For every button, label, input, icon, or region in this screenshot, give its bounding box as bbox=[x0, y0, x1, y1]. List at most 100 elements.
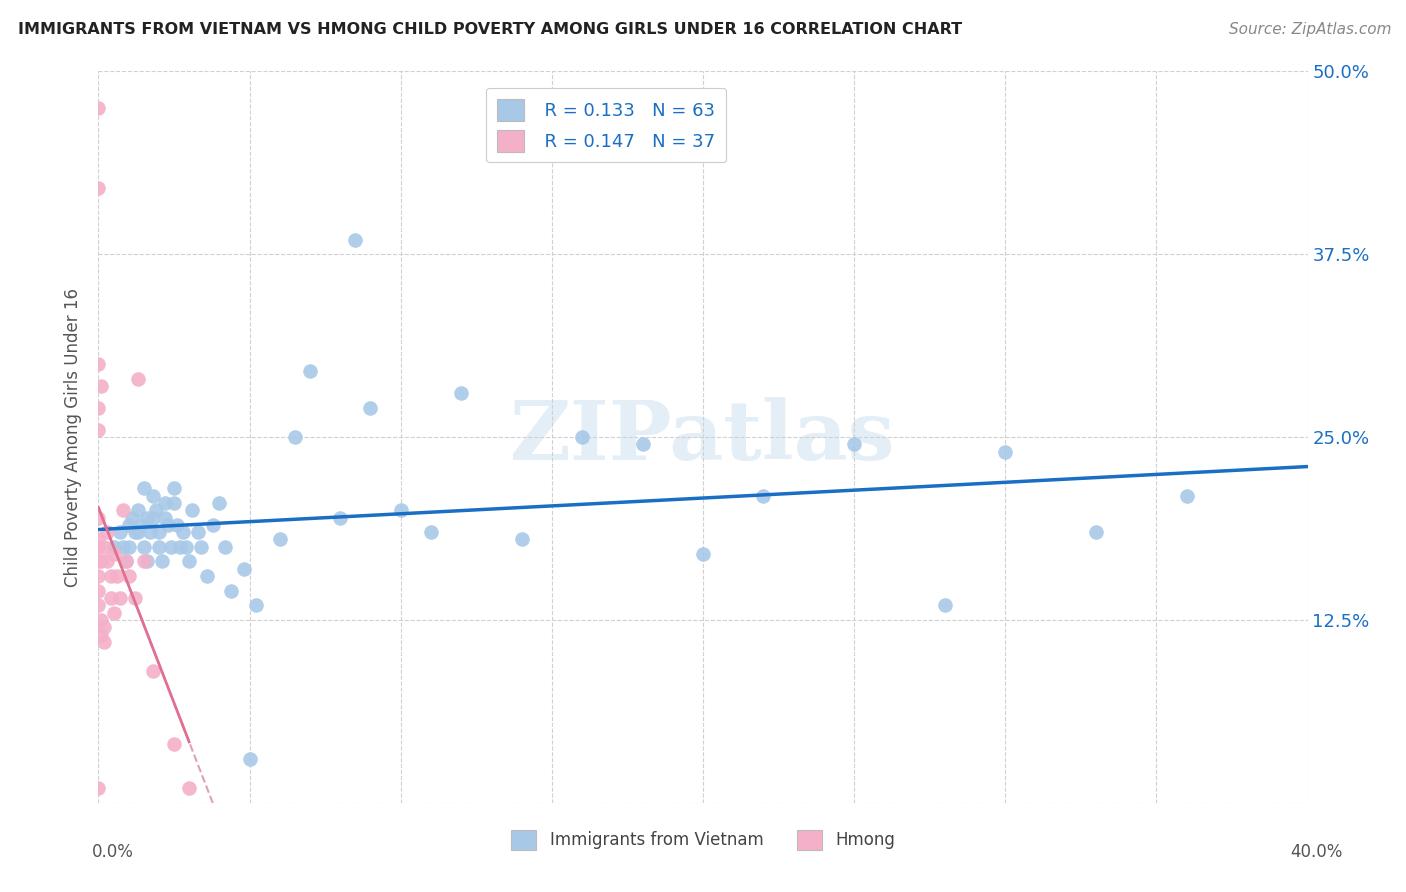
Point bbox=[132, 540, 155, 554]
Point bbox=[139, 525, 162, 540]
Point bbox=[239, 752, 262, 766]
Text: 40.0%: 40.0% bbox=[1291, 843, 1343, 861]
Point bbox=[108, 591, 131, 605]
Point bbox=[114, 554, 136, 568]
Point bbox=[135, 554, 157, 568]
Point bbox=[163, 496, 186, 510]
Text: 0.0%: 0.0% bbox=[91, 843, 134, 861]
Point bbox=[118, 517, 141, 532]
Point bbox=[87, 423, 110, 437]
Point bbox=[127, 525, 149, 540]
Point bbox=[90, 379, 112, 393]
Point bbox=[96, 525, 118, 540]
Point bbox=[87, 583, 110, 598]
Point bbox=[118, 569, 141, 583]
Point bbox=[156, 517, 179, 532]
Point bbox=[127, 503, 149, 517]
Point bbox=[108, 525, 131, 540]
Point bbox=[187, 525, 209, 540]
Point bbox=[150, 554, 173, 568]
Point bbox=[844, 437, 866, 451]
Point bbox=[87, 554, 110, 568]
Point bbox=[93, 635, 115, 649]
Point bbox=[181, 503, 204, 517]
Point bbox=[114, 554, 136, 568]
Point bbox=[329, 510, 352, 524]
Point bbox=[90, 627, 112, 641]
Point bbox=[752, 489, 775, 503]
Point bbox=[510, 533, 533, 547]
Point bbox=[87, 781, 110, 796]
Point bbox=[87, 540, 110, 554]
Point bbox=[166, 517, 188, 532]
Point bbox=[87, 357, 110, 371]
Point bbox=[93, 620, 115, 634]
Point bbox=[190, 540, 212, 554]
Point bbox=[148, 525, 170, 540]
Point bbox=[631, 437, 654, 451]
Point bbox=[172, 525, 194, 540]
Point bbox=[90, 554, 112, 568]
Point bbox=[103, 606, 125, 620]
Point bbox=[87, 599, 110, 613]
Point bbox=[153, 496, 176, 510]
Point bbox=[87, 401, 110, 415]
Point bbox=[105, 569, 128, 583]
Point bbox=[245, 599, 267, 613]
Point bbox=[132, 481, 155, 495]
Point bbox=[214, 540, 236, 554]
Point bbox=[135, 510, 157, 524]
Point bbox=[124, 591, 146, 605]
Point bbox=[202, 517, 225, 532]
Point bbox=[100, 569, 122, 583]
Point bbox=[232, 562, 254, 576]
Text: ZIPatlas: ZIPatlas bbox=[510, 397, 896, 477]
Point bbox=[344, 233, 367, 247]
Point bbox=[284, 430, 307, 444]
Point bbox=[692, 547, 714, 561]
Point bbox=[221, 583, 243, 598]
Text: IMMIGRANTS FROM VIETNAM VS HMONG CHILD POVERTY AMONG GIRLS UNDER 16 CORRELATION : IMMIGRANTS FROM VIETNAM VS HMONG CHILD P… bbox=[18, 22, 962, 37]
Point bbox=[87, 181, 110, 195]
Point bbox=[87, 101, 110, 115]
Point bbox=[90, 613, 112, 627]
Legend: Immigrants from Vietnam, Hmong: Immigrants from Vietnam, Hmong bbox=[505, 823, 901, 856]
Point bbox=[195, 569, 218, 583]
Point bbox=[1085, 525, 1108, 540]
Point bbox=[153, 510, 176, 524]
Point bbox=[142, 489, 165, 503]
Point bbox=[160, 540, 183, 554]
Point bbox=[389, 503, 412, 517]
Point bbox=[111, 540, 134, 554]
Point bbox=[100, 591, 122, 605]
Point bbox=[148, 540, 170, 554]
Point bbox=[129, 517, 152, 532]
Point bbox=[145, 503, 167, 517]
Point bbox=[124, 525, 146, 540]
Point bbox=[360, 401, 382, 415]
Point bbox=[121, 510, 143, 524]
Point bbox=[179, 781, 201, 796]
Point bbox=[127, 371, 149, 385]
Point bbox=[1175, 489, 1198, 503]
Point bbox=[87, 533, 110, 547]
Point bbox=[103, 540, 125, 554]
Y-axis label: Child Poverty Among Girls Under 16: Child Poverty Among Girls Under 16 bbox=[65, 287, 83, 587]
Point bbox=[169, 540, 191, 554]
Point bbox=[269, 533, 291, 547]
Point bbox=[103, 547, 125, 561]
Point bbox=[118, 540, 141, 554]
Point bbox=[142, 664, 165, 678]
Point bbox=[208, 496, 231, 510]
Point bbox=[934, 599, 956, 613]
Point bbox=[174, 540, 197, 554]
Point bbox=[163, 481, 186, 495]
Point bbox=[142, 510, 165, 524]
Point bbox=[420, 525, 443, 540]
Point bbox=[96, 554, 118, 568]
Point bbox=[93, 540, 115, 554]
Point bbox=[450, 386, 472, 401]
Point bbox=[179, 554, 201, 568]
Point bbox=[299, 364, 322, 378]
Point bbox=[111, 503, 134, 517]
